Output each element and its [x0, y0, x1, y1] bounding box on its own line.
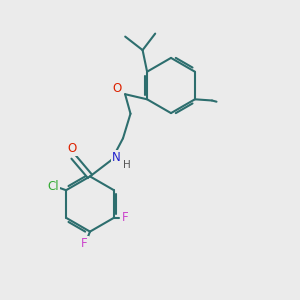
Text: O: O — [68, 142, 76, 155]
Text: N: N — [112, 151, 121, 164]
Text: H: H — [123, 160, 131, 170]
Text: F: F — [81, 237, 88, 250]
Text: F: F — [122, 211, 129, 224]
Text: O: O — [112, 82, 121, 95]
Text: Cl: Cl — [48, 180, 59, 193]
